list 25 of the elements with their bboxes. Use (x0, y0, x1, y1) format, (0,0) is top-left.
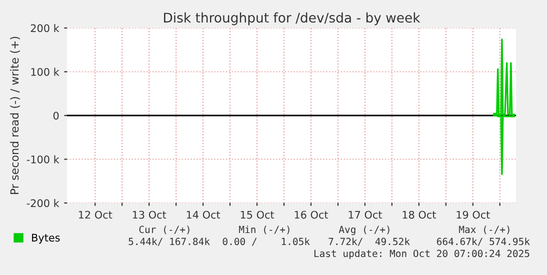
y-tick-label: 100 k (31, 68, 60, 76)
y-axis-title: Pr second read (-) / write (+) (10, 36, 20, 194)
x-tick-label: 12 Oct (78, 210, 112, 219)
text: 7.72k/ 49.52k (328, 238, 410, 246)
y-tick-label: 200 k (30, 24, 60, 32)
x-tick-label: 17 Oct (348, 210, 382, 219)
text: Min (-/+) (239, 226, 290, 234)
y-tick-label: -100 k (26, 155, 60, 164)
text: Cur (-/+) (139, 226, 190, 234)
x-tick-label: 19 Oct (456, 210, 490, 219)
y-tick-label: -200 k (26, 199, 60, 208)
text: Avg (-/+) (338, 226, 390, 236)
text: 0.00 / 1.05k (222, 238, 310, 246)
x-tick-label: 15 Oct (240, 210, 274, 219)
chart-title: Disk throughput for /dev/sda - by week (164, 12, 420, 26)
y-tick-label: 0 (53, 112, 59, 120)
legend-label: Bytes (32, 234, 60, 244)
text: Max (-/+) (459, 226, 510, 234)
x-tick-label: 16 Oct (294, 210, 328, 219)
x-tick-label: 18 Oct (402, 210, 436, 219)
text: Last update: Mon Oct 20 07:00:24 2025 (314, 250, 530, 260)
x-tick-label: 13 Oct (132, 210, 166, 219)
text: 5.44k/ 167.84k (128, 238, 210, 246)
x-tick-label: 14 Oct (186, 210, 220, 219)
text: 664.67k/ 574.95k (436, 238, 530, 246)
